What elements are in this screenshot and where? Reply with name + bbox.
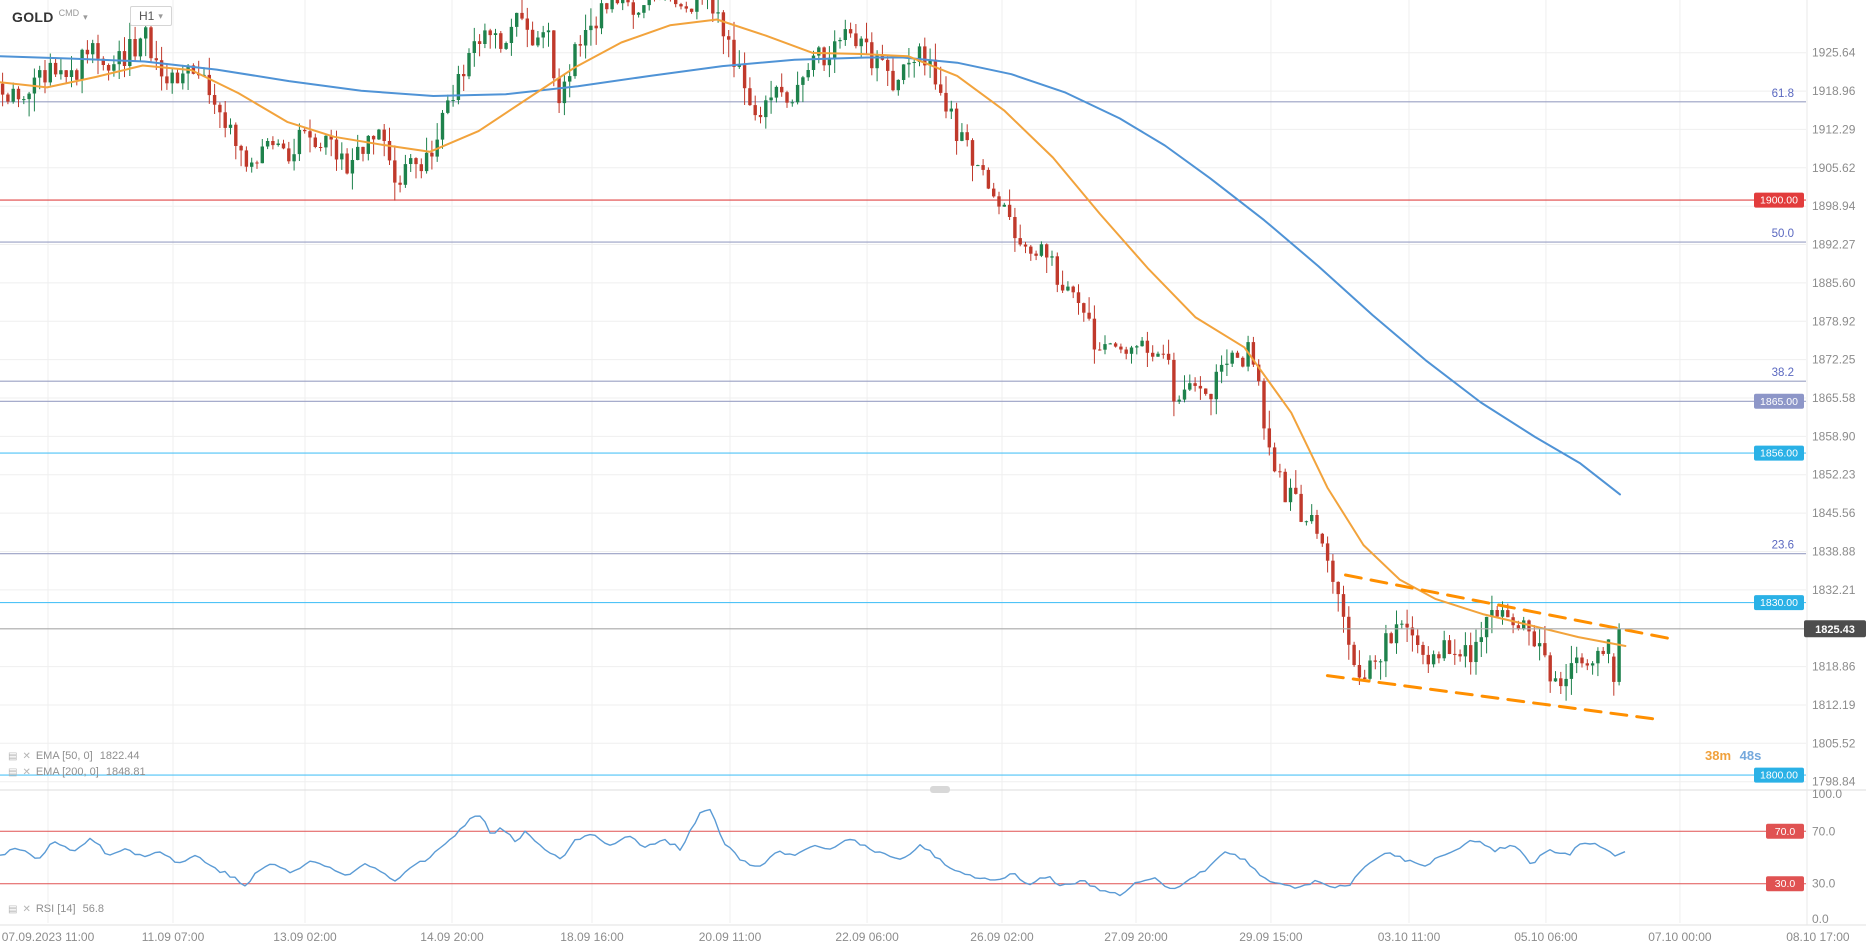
rsi-pane: [0, 808, 1806, 897]
symbol-suffix: CMD: [58, 8, 80, 18]
trend-channel: [1325, 573, 1676, 722]
ema200-line: [0, 55, 1621, 496]
svg-text:14.09 20:00: 14.09 20:00: [420, 930, 484, 944]
svg-text:1830.00: 1830.00: [1760, 597, 1798, 609]
chevron-down-icon: ▾: [158, 10, 163, 21]
svg-text:1878.92: 1878.92: [1812, 314, 1856, 328]
price-levels: [0, 101, 1806, 776]
rsi-value: 56.8: [82, 903, 105, 915]
svg-text:1872.25: 1872.25: [1812, 353, 1856, 367]
symbol-selector[interactable]: GOLD CMD ▾: [12, 8, 88, 25]
svg-text:1805.52: 1805.52: [1812, 736, 1856, 750]
ema50-value: 1822.44: [99, 750, 140, 762]
svg-text:1865.58: 1865.58: [1812, 391, 1856, 405]
svg-text:1925.64: 1925.64: [1812, 46, 1856, 60]
svg-text:23.6: 23.6: [1772, 540, 1794, 552]
svg-text:1885.60: 1885.60: [1812, 276, 1856, 290]
svg-text:26.09 02:00: 26.09 02:00: [970, 930, 1034, 944]
svg-text:13.09 02:00: 13.09 02:00: [273, 930, 337, 944]
svg-text:1832.21: 1832.21: [1812, 583, 1856, 597]
ema200-value: 1848.81: [105, 766, 146, 778]
svg-text:1905.62: 1905.62: [1812, 161, 1856, 175]
timer-minutes: 38m: [1705, 748, 1732, 763]
timeframe-label: H1: [139, 9, 155, 23]
svg-text:18.09 16:00: 18.09 16:00: [560, 930, 624, 944]
svg-text:0.0: 0.0: [1812, 912, 1829, 926]
svg-text:07.10 00:00: 07.10 00:00: [1648, 930, 1712, 944]
svg-text:70.0: 70.0: [1812, 824, 1836, 838]
svg-text:1912.29: 1912.29: [1812, 122, 1856, 136]
indicator-row-ema50: ▤ ✕ EMA [50, 0] 1822.44: [8, 750, 139, 762]
svg-text:1865.00: 1865.00: [1760, 396, 1798, 408]
indicator-remove-icon[interactable]: ✕: [22, 903, 31, 915]
indicator-remove-icon[interactable]: ✕: [22, 750, 31, 762]
indicator-row-rsi: ▤ ✕ RSI [14] 56.8: [8, 903, 104, 915]
svg-text:1825.43: 1825.43: [1815, 624, 1855, 636]
candle-countdown-timer: 38m 48s: [1705, 748, 1761, 763]
svg-text:07.09.2023 11:00: 07.09.2023 11:00: [2, 930, 95, 944]
rsi-label: RSI [14]: [35, 903, 76, 915]
svg-text:61.8: 61.8: [1772, 88, 1794, 100]
level-labels: 61.8 1900.00 50.0 38.2 1865.00 1856.00 23.6 183…: [1754, 88, 1866, 892]
svg-text:20.09 11:00: 20.09 11:00: [699, 930, 762, 944]
svg-text:1800.00: 1800.00: [1760, 770, 1798, 782]
symbol-name: GOLD: [12, 9, 54, 25]
pane-resize-handle[interactable]: [930, 786, 950, 793]
svg-text:03.10 11:00: 03.10 11:00: [1378, 930, 1441, 944]
chevron-down-icon: ▾: [83, 11, 88, 22]
indicator-settings-icon[interactable]: ▤: [8, 903, 18, 915]
svg-text:1845.56: 1845.56: [1812, 506, 1856, 520]
svg-text:1838.88: 1838.88: [1812, 545, 1856, 559]
svg-text:27.09 20:00: 27.09 20:00: [1104, 930, 1168, 944]
svg-text:38.2: 38.2: [1772, 367, 1794, 379]
svg-text:100.0: 100.0: [1812, 787, 1842, 801]
indicator-settings-icon[interactable]: ▤: [8, 750, 18, 762]
svg-text:1856.00: 1856.00: [1760, 448, 1798, 460]
svg-text:1898.94: 1898.94: [1812, 199, 1856, 213]
indicator-remove-icon[interactable]: ✕: [22, 766, 31, 778]
svg-text:1900.00: 1900.00: [1760, 195, 1798, 207]
indicator-settings-icon[interactable]: ▤: [8, 766, 18, 778]
svg-text:1892.27: 1892.27: [1812, 238, 1856, 252]
svg-text:22.09 06:00: 22.09 06:00: [835, 930, 899, 944]
svg-text:1812.19: 1812.19: [1812, 698, 1856, 712]
svg-text:1818.86: 1818.86: [1812, 660, 1856, 674]
svg-text:08.10 17:00: 08.10 17:00: [1786, 930, 1850, 944]
svg-text:1858.90: 1858.90: [1812, 429, 1856, 443]
timer-seconds: 48s: [1739, 748, 1762, 763]
ema50-label: EMA [50, 0]: [35, 750, 93, 762]
svg-text:30.0: 30.0: [1812, 877, 1836, 891]
ema200-label: EMA [200, 0]: [35, 766, 99, 778]
time-axis: 07.09.2023 11:00 11.09 07:00 13.09 02:00 14…: [2, 930, 1850, 944]
timeframe-selector[interactable]: H1 ▾: [130, 6, 172, 26]
svg-text:1798.84: 1798.84: [1812, 775, 1856, 789]
svg-text:30.0: 30.0: [1775, 878, 1796, 890]
price-axis: 1925.64 1918.96 1912.29 1905.62 1898.94 1892.…: [1812, 46, 1856, 926]
svg-text:05.10 06:00: 05.10 06:00: [1514, 930, 1578, 944]
svg-text:1852.23: 1852.23: [1812, 468, 1856, 482]
ema50-line: [0, 18, 1627, 647]
svg-text:29.09 15:00: 29.09 15:00: [1239, 930, 1303, 944]
grid: [0, 0, 1866, 926]
indicator-row-ema200: ▤ ✕ EMA [200, 0] 1848.81: [8, 766, 146, 778]
candlestick-series: [0, 0, 1621, 701]
svg-text:11.09 07:00: 11.09 07:00: [142, 930, 205, 944]
svg-text:1918.96: 1918.96: [1812, 84, 1856, 98]
svg-text:50.0: 50.0: [1772, 228, 1794, 240]
svg-text:70.0: 70.0: [1775, 826, 1796, 838]
